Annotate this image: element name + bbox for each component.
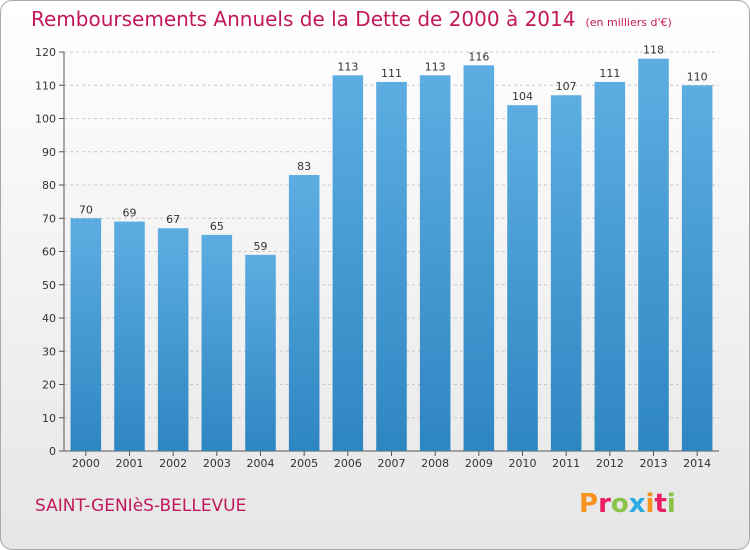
y-tick-label: 40 xyxy=(42,312,56,325)
value-label-2002: 67 xyxy=(166,213,180,226)
x-tick-label-2013: 2013 xyxy=(640,457,668,470)
y-tick-label: 80 xyxy=(42,179,56,192)
y-tick-label: 70 xyxy=(42,212,56,225)
bar-2000 xyxy=(70,218,102,451)
value-label-2008: 113 xyxy=(425,60,446,73)
value-label-2000: 70 xyxy=(79,203,93,216)
value-label-2006: 113 xyxy=(337,60,358,73)
y-tick-label: 50 xyxy=(42,279,56,292)
value-label-2011: 107 xyxy=(556,80,577,93)
x-tick-label-2003: 2003 xyxy=(203,457,231,470)
value-label-2001: 69 xyxy=(123,207,137,220)
x-tick-label-2007: 2007 xyxy=(378,457,406,470)
bar-2003 xyxy=(201,234,233,451)
y-tick-label: 90 xyxy=(42,146,56,159)
chart-title: Remboursements Annuels de la Dette de 20… xyxy=(31,7,672,31)
logo-letter: i xyxy=(666,489,676,519)
y-tick-label: 30 xyxy=(42,345,56,358)
logo-letter: o xyxy=(610,489,629,519)
logo-letter: x xyxy=(628,489,646,519)
bar-2011 xyxy=(550,95,582,451)
x-tick-label-2006: 2006 xyxy=(334,457,362,470)
value-label-2007: 111 xyxy=(381,67,402,80)
x-tick-label-2002: 2002 xyxy=(159,457,187,470)
proxiti-logo: Proxiti xyxy=(579,489,676,519)
location-name: SAINT-GENIèS-BELLEVUE xyxy=(35,496,247,516)
x-tick-label-2012: 2012 xyxy=(596,457,624,470)
value-label-2012: 111 xyxy=(599,67,620,80)
bar-2010 xyxy=(507,105,538,451)
bar-2014 xyxy=(681,85,713,451)
value-label-2005: 83 xyxy=(297,160,311,173)
bar-2004 xyxy=(245,254,276,451)
label-layer: 0 10 20 30 40 50 60 70 80 90 100 110 120 70 2000 69 2001… xyxy=(35,44,711,470)
x-tick-label-2009: 2009 xyxy=(465,457,493,470)
bar-2012 xyxy=(594,81,626,452)
y-tick-label: 20 xyxy=(42,379,56,392)
bar-2002 xyxy=(157,228,189,451)
x-tick-label-2010: 2010 xyxy=(509,457,537,470)
y-tick-label: 120 xyxy=(35,46,56,59)
y-tick-label: 110 xyxy=(35,79,56,92)
logo-letter: i xyxy=(645,489,655,519)
chart-unit: (en milliers d'€) xyxy=(585,16,672,29)
x-tick-label-2014: 2014 xyxy=(683,457,711,470)
value-label-2009: 116 xyxy=(468,50,489,63)
value-label-2010: 104 xyxy=(512,90,533,103)
x-tick-label-2008: 2008 xyxy=(421,457,449,470)
bar-2005 xyxy=(288,175,320,451)
logo-letter: r xyxy=(598,489,611,519)
y-tick-label: 10 xyxy=(42,412,56,425)
x-tick-label-2004: 2004 xyxy=(247,457,275,470)
value-label-2013: 118 xyxy=(643,44,664,57)
y-tick-label: 0 xyxy=(49,445,56,458)
bar-layer xyxy=(70,58,713,452)
logo-letter: P xyxy=(579,489,599,519)
bar-2009 xyxy=(463,65,495,452)
bar-2001 xyxy=(114,221,145,451)
y-tick-label: 60 xyxy=(42,246,56,259)
chart-title-text: Remboursements Annuels de la Dette de 20… xyxy=(31,7,576,31)
x-tick-label-2001: 2001 xyxy=(116,457,144,470)
value-label-2014: 110 xyxy=(687,70,708,83)
x-tick-label-2005: 2005 xyxy=(290,457,318,470)
bar-2008 xyxy=(419,75,451,452)
value-label-2003: 65 xyxy=(210,220,224,233)
logo-letter: t xyxy=(654,489,667,519)
x-tick-label-2011: 2011 xyxy=(552,457,580,470)
bar-2006 xyxy=(332,75,364,452)
x-tick-label-2000: 2000 xyxy=(72,457,100,470)
value-label-2004: 59 xyxy=(254,240,268,253)
bar-2007 xyxy=(376,81,407,452)
bar-2013 xyxy=(638,58,669,452)
y-tick-label: 100 xyxy=(35,113,56,126)
